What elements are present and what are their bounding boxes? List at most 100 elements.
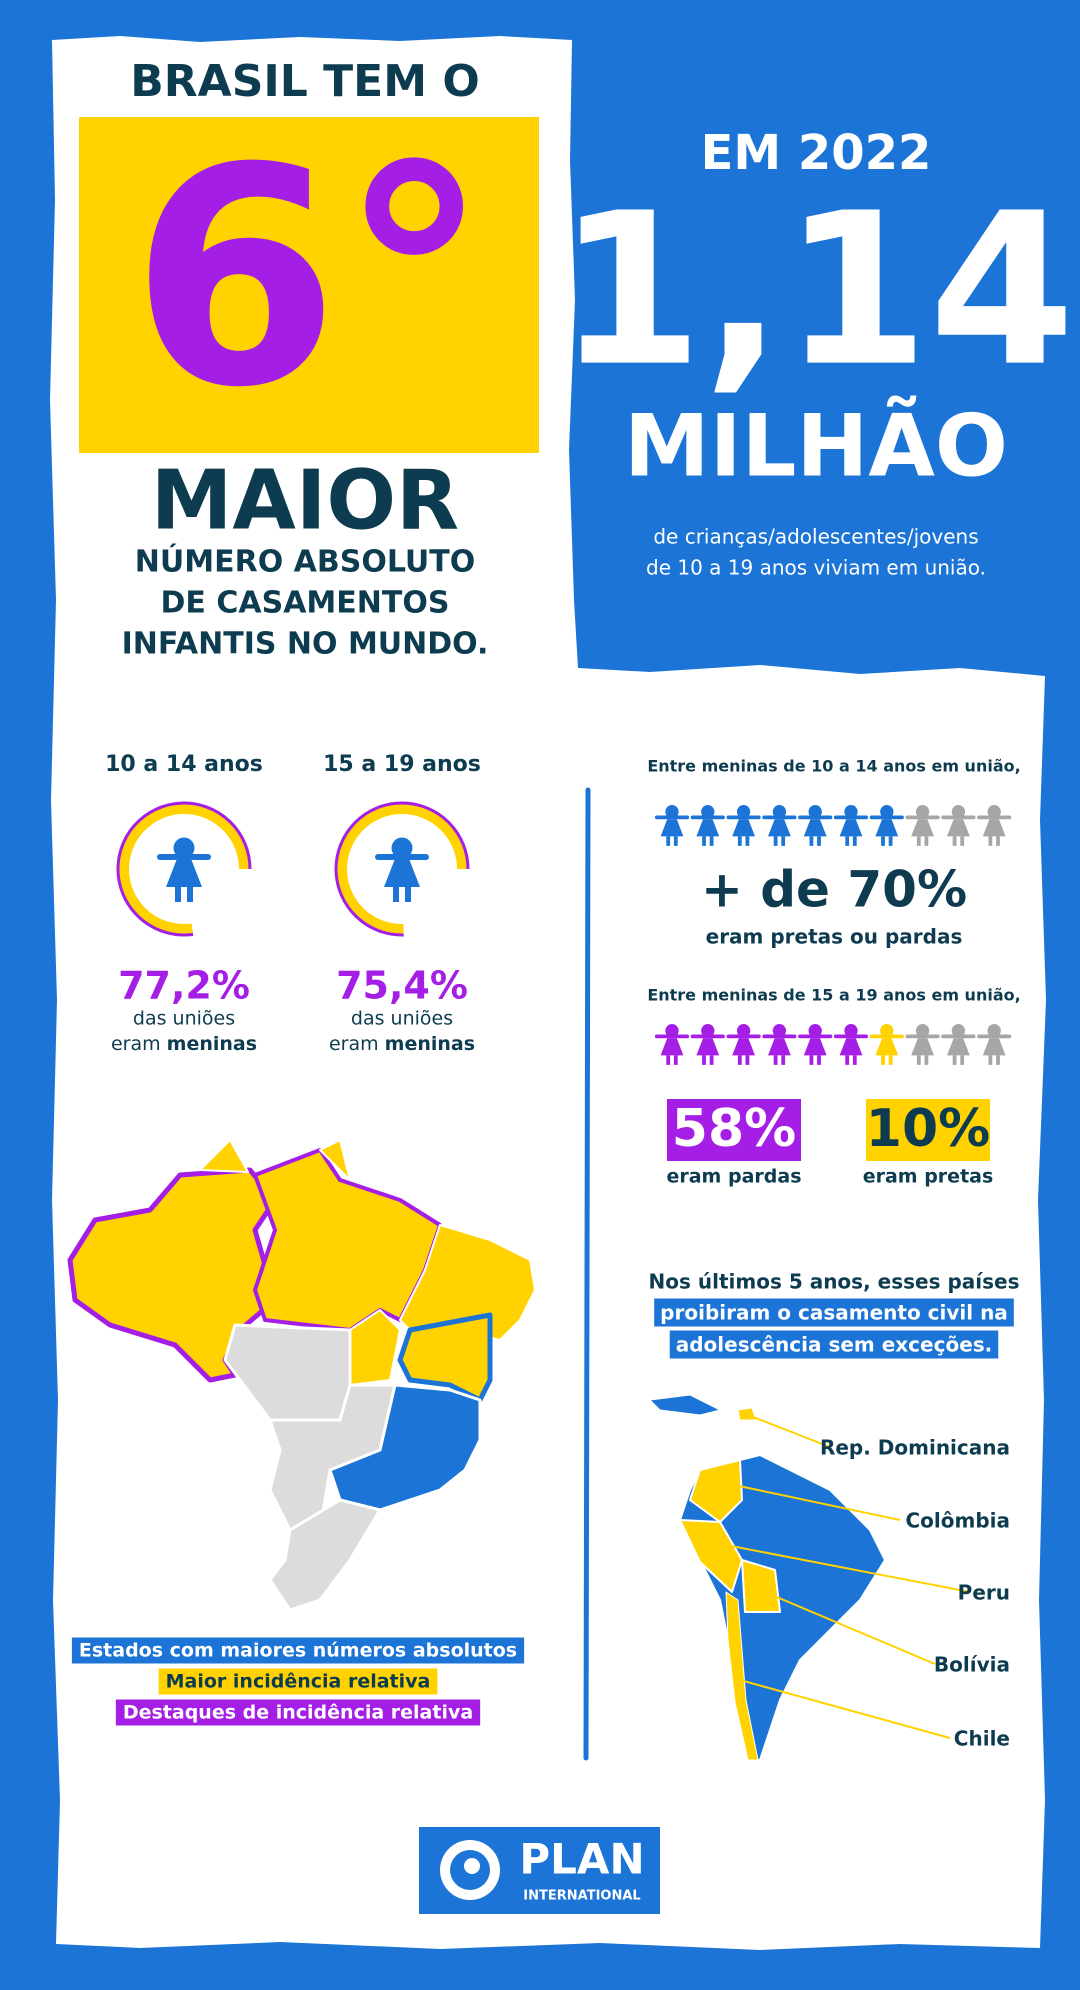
divider: [583, 787, 591, 1761]
icon-body: [768, 819, 791, 837]
logo-figure: [464, 1858, 480, 1874]
icon-head: [701, 805, 715, 819]
race-caption: eram pretas ou pardas: [706, 925, 963, 949]
icon-body: [982, 1038, 1006, 1056]
legend-swatch: [158, 1668, 438, 1695]
icon-legs: [916, 836, 929, 846]
highlight-description: de 10 a 19 anos viviam em união.: [646, 556, 986, 580]
country-dot: [717, 1479, 723, 1485]
legend-entry: Maior incidência relativa: [166, 1671, 431, 1693]
stat-caption: eram pardas: [666, 1166, 801, 1188]
intro: BRASIL TEM O: [130, 56, 479, 107]
icon-body: [875, 1038, 899, 1056]
icon-legs: [809, 1055, 821, 1065]
icon-head: [808, 805, 822, 819]
icon-legs: [845, 836, 857, 846]
icon-body: [911, 819, 934, 837]
icon-body: [660, 819, 684, 837]
country-label: Chile: [954, 1727, 1010, 1751]
legend-entry: Destaques de incidência relativa: [123, 1702, 473, 1724]
gauge-arc: [119, 804, 249, 934]
stat-label: 10%: [866, 1099, 990, 1159]
south-america-map: [649, 1394, 886, 1761]
country-label: Peru: [958, 1581, 1010, 1605]
icon-legs: [881, 836, 893, 846]
country-pointer: [747, 1414, 831, 1448]
icon-legs: [988, 836, 1000, 846]
girl-icon: [833, 805, 869, 846]
region: [679, 1454, 886, 1761]
icon-body: [696, 1038, 720, 1056]
region: [725, 1591, 759, 1761]
highlight-box: [654, 1298, 1014, 1327]
icon-head: [736, 1024, 751, 1038]
icon-head: [736, 805, 751, 819]
region: [689, 1459, 743, 1523]
girl-icon: [690, 1024, 725, 1065]
girl-icon: [905, 1024, 940, 1065]
brazil-map: [67, 1139, 536, 1612]
region: [319, 1139, 351, 1181]
country-dot: [737, 1677, 743, 1683]
age-note-2: eram meninas: [329, 1033, 475, 1055]
country-pointer: [719, 1481, 901, 1521]
icon-head: [772, 1024, 787, 1038]
stat-label: 58%: [672, 1099, 796, 1159]
icon-legs: [773, 1055, 786, 1065]
icon-head: [391, 837, 413, 859]
girl-icon: [905, 805, 940, 846]
icon-body: [947, 1038, 970, 1056]
icon-head: [665, 1024, 679, 1038]
gauge-outline: [116, 801, 252, 937]
icon-body: [660, 1038, 684, 1056]
country-label: Rep. Dominicana: [820, 1436, 1010, 1460]
region: [67, 1167, 278, 1383]
stat-box: [667, 1099, 801, 1161]
icon-body: [768, 1038, 791, 1056]
girl-icon: [375, 837, 429, 902]
region: [679, 1519, 743, 1593]
icon-legs: [881, 1055, 893, 1065]
rank-word: MAIOR: [151, 453, 459, 548]
age-note-2: eram meninas: [111, 1033, 257, 1055]
girl-icon: [690, 805, 725, 846]
icon-body: [982, 819, 1006, 837]
age-note: das uniões: [351, 1008, 453, 1030]
icon-head: [915, 805, 930, 819]
countries-highlight: adolescência sem exceções.: [676, 1333, 993, 1357]
rank: 6°: [131, 104, 490, 453]
year: EM 2022: [701, 125, 932, 181]
icon-head: [951, 1024, 966, 1038]
icon-head: [173, 837, 195, 859]
region: [268, 1498, 382, 1612]
girl-icon: [157, 837, 211, 902]
icon-head: [701, 1024, 715, 1038]
age-label: 15 a 19 anos: [323, 752, 481, 777]
note-prefix: eram: [329, 1033, 379, 1055]
rank-description: DE CASAMENTOS: [161, 586, 450, 621]
highlight-box: [669, 1330, 999, 1359]
girl-icon: [941, 1024, 976, 1065]
icon-legs: [952, 836, 965, 846]
girl-icon: [869, 805, 904, 846]
note-emphasis: meninas: [167, 1033, 257, 1055]
big-number: 1,14: [557, 168, 1075, 413]
icon-body: [166, 860, 202, 887]
region: [649, 1394, 721, 1416]
region: [399, 1224, 536, 1341]
icon-head: [772, 805, 787, 819]
rank-box: [79, 117, 539, 453]
icon-legs: [952, 1055, 965, 1065]
icon-body: [732, 1038, 755, 1056]
icon-legs: [916, 1055, 929, 1065]
age-label: 10 a 14 anos: [105, 752, 263, 777]
stat-box: [866, 1099, 990, 1161]
gauge-outline: [334, 801, 470, 937]
icon-head: [987, 805, 1001, 819]
gauge-arc: [337, 804, 467, 934]
girl-icon: [977, 805, 1012, 846]
country-dot: [757, 1587, 763, 1593]
icon-legs: [666, 1055, 678, 1065]
girl-icon: [726, 805, 761, 846]
